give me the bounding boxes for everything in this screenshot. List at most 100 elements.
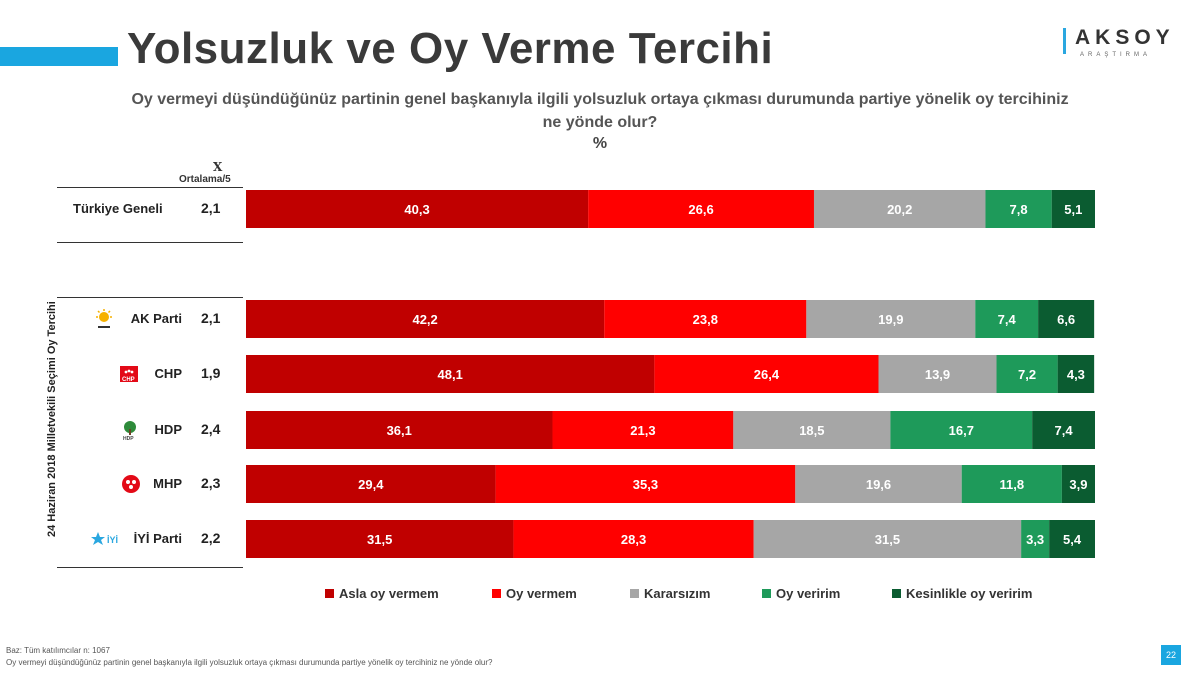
bar-value-label: 5,4 <box>1063 532 1082 547</box>
bar-value-label: 4,3 <box>1067 367 1085 382</box>
bar-segment <box>604 300 807 338</box>
bar-segment <box>890 411 1033 449</box>
bar-value-label: 40,3 <box>404 202 429 217</box>
row-label: MHP <box>153 476 182 491</box>
bar-segment <box>878 355 997 393</box>
bar-segment <box>588 190 814 228</box>
legend-label: Kararsızım <box>644 586 711 601</box>
bar-value-label: 35,3 <box>633 477 658 492</box>
svg-text:HDP: HDP <box>123 436 134 441</box>
bar-segment <box>975 300 1039 338</box>
svg-text:CHP: CHP <box>122 377 135 383</box>
bar-value-label: 48,1 <box>438 367 463 382</box>
bar-segment <box>1051 190 1095 228</box>
bar-value-label: 42,2 <box>412 312 437 327</box>
logo-mark-icon <box>1063 28 1074 54</box>
bar-value-label: 13,9 <box>925 367 950 382</box>
bar-segment <box>1061 465 1095 503</box>
legend-item: Kesinlikle oy veririm <box>892 586 1032 601</box>
legend-swatch <box>762 589 771 598</box>
logo-subtitle: ARAŞTIRMA <box>1080 52 1152 58</box>
bar-value-label: 16,7 <box>949 423 974 438</box>
legend-label: Oy veririm <box>776 586 841 601</box>
bar-segment <box>733 411 891 449</box>
bar-segment <box>1021 520 1050 558</box>
bar-value-label: 18,5 <box>799 423 824 438</box>
bar-segment <box>246 355 655 393</box>
bar-segment <box>985 190 1052 228</box>
row-average: 2,2 <box>201 530 221 546</box>
bar-value-label: 11,8 <box>1000 477 1025 492</box>
table-divider-line <box>57 242 243 243</box>
row-label: Türkiye Geneli <box>73 201 163 216</box>
page-title: Yolsuzluk ve Oy Verme Tercihi <box>127 24 774 73</box>
bar-value-label: 21,3 <box>630 423 655 438</box>
footer-base: Baz: Tüm katılımcılar n: 1067 <box>6 646 110 655</box>
bar-value-label: 7,4 <box>998 312 1017 327</box>
legend-swatch <box>492 589 501 598</box>
bar-segment <box>246 465 496 503</box>
legend-item: Asla oy vermem <box>325 586 439 601</box>
bar-value-label: 19,6 <box>866 477 891 492</box>
bar-segment <box>753 520 1022 558</box>
legend-label: Asla oy vermem <box>339 586 439 601</box>
table-divider-line <box>57 297 243 298</box>
footer-question: Oy vermeyi düşündüğünüz partinin genel b… <box>6 658 493 667</box>
bar-segment <box>495 465 796 503</box>
bar-value-label: 19,9 <box>878 312 903 327</box>
bar-segment <box>513 520 754 558</box>
survey-question: Oy vermeyi düşündüğünüz partinin genel b… <box>131 91 1069 131</box>
bar-value-label: 23,8 <box>693 312 718 327</box>
chart-legend: Asla oy vermem Oy vermem Kararsızım Oy veri… <box>0 586 1200 606</box>
bar-segment <box>654 355 879 393</box>
title-accent-bar <box>0 47 118 66</box>
bar-value-label: 7,4 <box>1055 423 1074 438</box>
row-label: AK Parti <box>130 311 182 326</box>
row-average: 2,1 <box>201 200 221 216</box>
average-header-symbol: X <box>213 160 223 174</box>
bar-segment <box>813 190 986 228</box>
bar-value-label: 36,1 <box>387 423 412 438</box>
bar-segment <box>795 465 962 503</box>
table-divider-line <box>57 567 243 568</box>
hdp-logo-icon: HDP <box>119 419 141 442</box>
bar-segment <box>961 465 1062 503</box>
bar-segment <box>806 300 976 338</box>
svg-text:İYİ: İYİ <box>107 535 118 545</box>
bar-value-label: 31,5 <box>367 532 392 547</box>
bar-value-label: 7,2 <box>1018 367 1036 382</box>
iyi-parti-logo-icon: İYİ <box>90 528 118 550</box>
bar-value-label: 6,6 <box>1057 312 1075 327</box>
bar-segment <box>1038 300 1095 338</box>
bar-value-label: 20,2 <box>887 202 912 217</box>
page-number: 22 <box>1161 645 1181 665</box>
bar-segment <box>1049 520 1095 558</box>
legend-item: Kararsızım <box>630 586 710 601</box>
average-header-label: Ortalama/5 <box>179 174 231 185</box>
bar-segment <box>246 300 605 338</box>
legend-swatch <box>325 589 334 598</box>
legend-swatch <box>892 589 901 598</box>
bar-segment <box>552 411 734 449</box>
bar-value-label: 5,1 <box>1064 202 1082 217</box>
bar-value-label: 26,6 <box>688 202 713 217</box>
row-label: İYİ Parti <box>133 531 182 546</box>
bar-segment <box>996 355 1058 393</box>
unit-label: % <box>592 135 608 152</box>
row-label: CHP <box>154 366 182 381</box>
bar-value-label: 28,3 <box>621 532 646 547</box>
aksoy-logo: AKSOY ARAŞTIRMA <box>1063 26 1181 64</box>
legend-swatch <box>630 589 639 598</box>
legend-label: Kesinlikle oy veririm <box>906 586 1033 601</box>
bar-value-label: 7,8 <box>1010 202 1028 217</box>
bar-value-label: 31,5 <box>875 532 900 547</box>
chp-logo-icon: CHP <box>118 363 140 385</box>
row-average: 2,1 <box>201 310 221 326</box>
logo-text: AKSOY <box>1075 26 1175 49</box>
bar-segment <box>246 520 514 558</box>
bar-segment <box>1057 355 1095 393</box>
bar-value-label: 26,4 <box>754 367 780 382</box>
bar-value-label: 3,3 <box>1026 532 1044 547</box>
table-divider-line <box>57 187 243 188</box>
row-average: 2,3 <box>201 475 221 491</box>
